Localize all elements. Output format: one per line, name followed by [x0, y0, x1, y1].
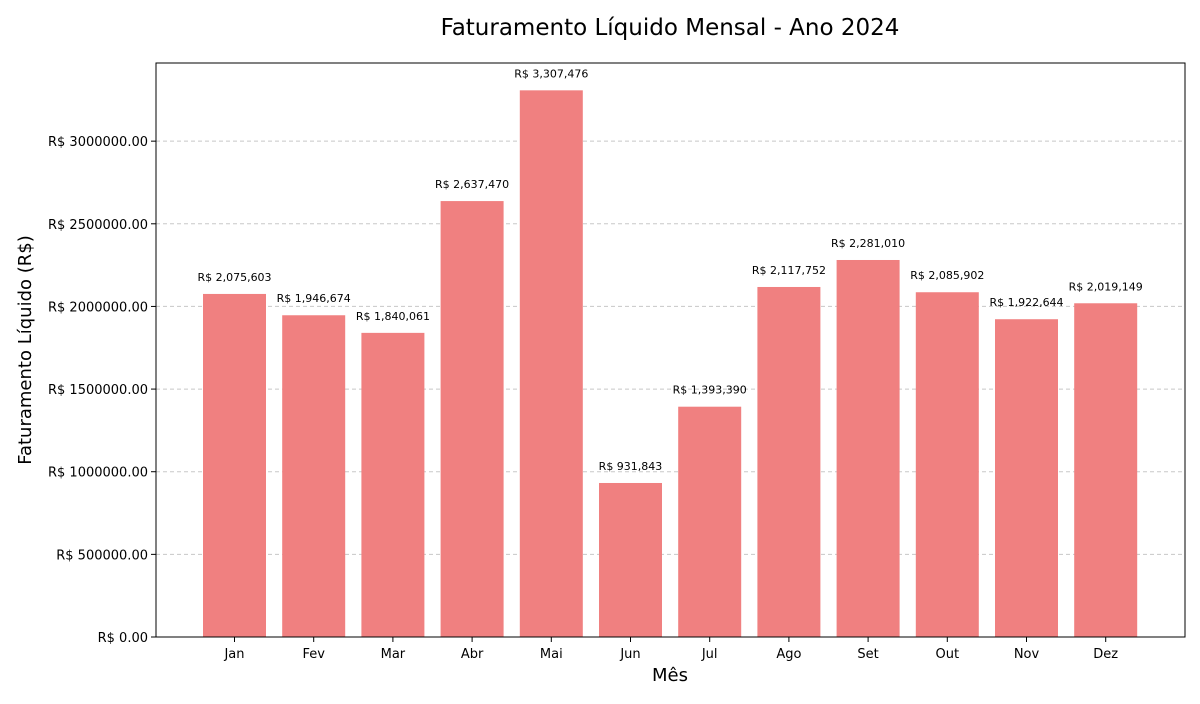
y-tick-label: R$ 1000000.00	[48, 466, 148, 481]
x-tick-label: Fev	[302, 647, 325, 662]
bar-value-label: R$ 1,946,674	[277, 292, 351, 305]
x-tick-label: Set	[857, 647, 878, 662]
bar-jun	[599, 482, 662, 637]
chart-title: Faturamento Líquido Mensal - Ano 2024	[441, 15, 900, 41]
bar-set	[836, 259, 900, 637]
x-tick-label: Abr	[461, 647, 484, 662]
x-tick-label: Nov	[1014, 647, 1040, 662]
bar-value-label: R$ 1,840,061	[356, 310, 430, 323]
bar-jul	[678, 406, 742, 637]
x-tick-label: Mar	[381, 647, 406, 662]
bar-value-label: R$ 3,307,476	[514, 67, 588, 80]
y-axis-title: Faturamento Líquido (R$)	[15, 235, 36, 464]
bar-mar	[361, 332, 425, 637]
bar-mai	[519, 90, 583, 637]
bar-ago	[757, 286, 821, 637]
bar-value-label: R$ 2,019,149	[1069, 280, 1143, 293]
x-tick-label: Out	[936, 647, 960, 662]
bar-value-label: R$ 2,281,010	[831, 237, 905, 250]
bar-abr	[440, 201, 504, 638]
bar-fev	[282, 315, 346, 637]
bar-value-label: R$ 2,075,603	[197, 271, 271, 284]
x-tick-label: Jan	[223, 647, 244, 662]
bar-value-label: R$ 1,393,390	[673, 384, 747, 397]
y-tick-label: R$ 2000000.00	[48, 300, 148, 315]
bars	[203, 90, 1138, 638]
y-tick-label: R$ 3000000.00	[48, 135, 148, 150]
bar-value-label: R$ 2,117,752	[752, 264, 826, 277]
bar-nov	[995, 319, 1058, 637]
bar-value-label: R$ 2,085,902	[910, 269, 984, 282]
bar-value-label: R$ 931,843	[599, 460, 663, 473]
axis-ticks: R$ 0.00 R$ 500000.00 R$ 1000000.00 R$ 15000…	[48, 135, 1118, 662]
y-tick-label: R$ 1500000.00	[48, 383, 148, 398]
x-tick-label: Dez	[1093, 647, 1118, 662]
bar-out	[915, 292, 979, 637]
x-tick-label: Ago	[776, 647, 801, 662]
bar-jan	[203, 293, 266, 637]
bar-value-label: R$ 1,922,644	[989, 296, 1063, 309]
y-tick-label: R$ 500000.00	[56, 548, 148, 563]
y-tick-label: R$ 2500000.00	[48, 218, 148, 233]
x-tick-label: Mai	[540, 647, 563, 662]
x-tick-label: Jul	[701, 647, 718, 662]
x-tick-label: Jun	[619, 647, 640, 662]
y-tick-label: R$ 0.00	[98, 631, 148, 646]
x-axis-title: Mês	[652, 665, 688, 686]
plot-frame	[155, 62, 1186, 638]
bar-value-label: R$ 2,637,470	[435, 178, 509, 191]
data-labels: R$ 2,075,603 R$ 1,946,674 R$ 1,840,061 R$ 2…	[197, 67, 1142, 473]
bar-dez	[1074, 303, 1138, 637]
